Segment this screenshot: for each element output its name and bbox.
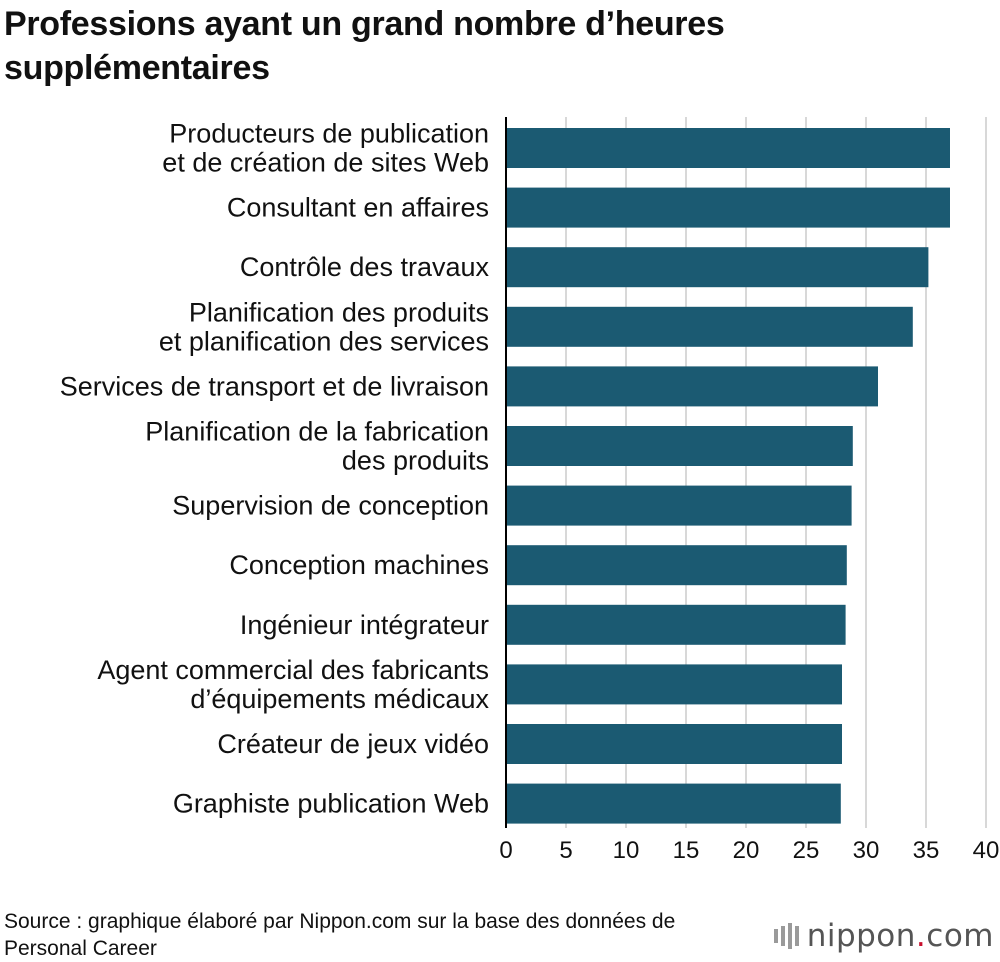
category-label-line: Conception machines <box>229 550 489 580</box>
bar-7 <box>506 545 847 586</box>
x-tick-label-0: 0 <box>499 837 512 864</box>
category-label-line: Producteurs de publication <box>169 119 489 149</box>
category-label-line: Contrôle des travaux <box>240 252 490 282</box>
category-label-6: Supervision de conception <box>172 491 489 521</box>
x-tick-label-5: 5 <box>559 837 572 864</box>
logo-text: nippon.com <box>807 918 994 954</box>
category-label-2: Contrôle des travaux <box>240 252 490 282</box>
category-label-line: Consultant en affaires <box>227 193 489 223</box>
bar-9 <box>506 664 842 705</box>
bar-5 <box>506 426 853 466</box>
category-label-line: et planification des services <box>159 326 489 356</box>
bar-8 <box>506 604 846 645</box>
x-tick-label-25: 25 <box>793 837 820 864</box>
category-label-line: Ingénieur intégrateur <box>240 610 489 640</box>
bars <box>506 128 950 824</box>
bar-1 <box>506 187 950 228</box>
x-tick-label-40: 40 <box>973 837 1000 864</box>
category-label-11: Graphiste publication Web <box>173 789 489 819</box>
nippon-logo[interactable]: nippon.com <box>773 916 994 956</box>
category-label-line: Graphiste publication Web <box>173 789 489 819</box>
x-tick-label-15: 15 <box>673 837 700 864</box>
bar-3 <box>506 306 913 347</box>
bar-6 <box>506 485 852 526</box>
category-label-line: Services de transport et de livraison <box>60 371 489 401</box>
bar-4 <box>506 366 878 407</box>
category-label-line: et de création de sites Web <box>162 148 489 178</box>
category-label-line: Supervision de conception <box>172 491 489 521</box>
category-label-line: Agent commercial des fabricants <box>97 655 489 685</box>
bar-0 <box>506 128 950 168</box>
x-axis-ticks: 0 5 10 15 20 25 30 35 40 <box>499 837 999 864</box>
logo-suffix: com <box>926 918 994 954</box>
category-label-line: d’équipements médicaux <box>190 684 489 714</box>
bar-11 <box>506 783 841 824</box>
bar-10 <box>506 724 842 764</box>
category-label-1: Consultant en affaires <box>227 193 489 223</box>
category-label-10: Créateur de jeux vidéo <box>217 729 489 759</box>
logo-dot: . <box>915 918 927 954</box>
category-label-9: Agent commercial des fabricants d’équipem… <box>97 655 489 714</box>
category-labels: Producteurs de publication et de création… <box>60 119 490 819</box>
category-label-7: Conception machines <box>229 550 489 580</box>
bar-2 <box>506 247 929 288</box>
category-label-8: Ingénieur intégrateur <box>240 610 489 640</box>
category-label-0: Producteurs de publication et de création… <box>162 119 489 178</box>
x-tick-label-30: 30 <box>853 837 880 864</box>
category-label-5: Planification de la fabrication des produ… <box>145 417 489 476</box>
chart-title: Professions ayant un grand nombre d’heur… <box>4 5 725 87</box>
source-note: Source : graphique élaboré par Nippon.co… <box>4 910 676 960</box>
logo-name: nippon <box>806 918 916 954</box>
x-tick-label-35: 35 <box>913 837 940 864</box>
category-label-4: Services de transport et de livraison <box>60 371 489 401</box>
bar-chart: Producteurs de publication et de création… <box>60 117 999 864</box>
category-label-3: Planification des produits et planificati… <box>159 297 489 356</box>
category-label-line: des produits <box>342 446 489 476</box>
category-label-line: Planification des produits <box>189 297 489 327</box>
x-tick-label-10: 10 <box>613 837 640 864</box>
category-label-line: Planification de la fabrication <box>145 417 489 447</box>
grid-lines <box>565 117 987 828</box>
category-label-line: Créateur de jeux vidéo <box>217 729 489 759</box>
logo-mark-icon <box>773 923 799 949</box>
x-tick-label-20: 20 <box>733 837 760 864</box>
